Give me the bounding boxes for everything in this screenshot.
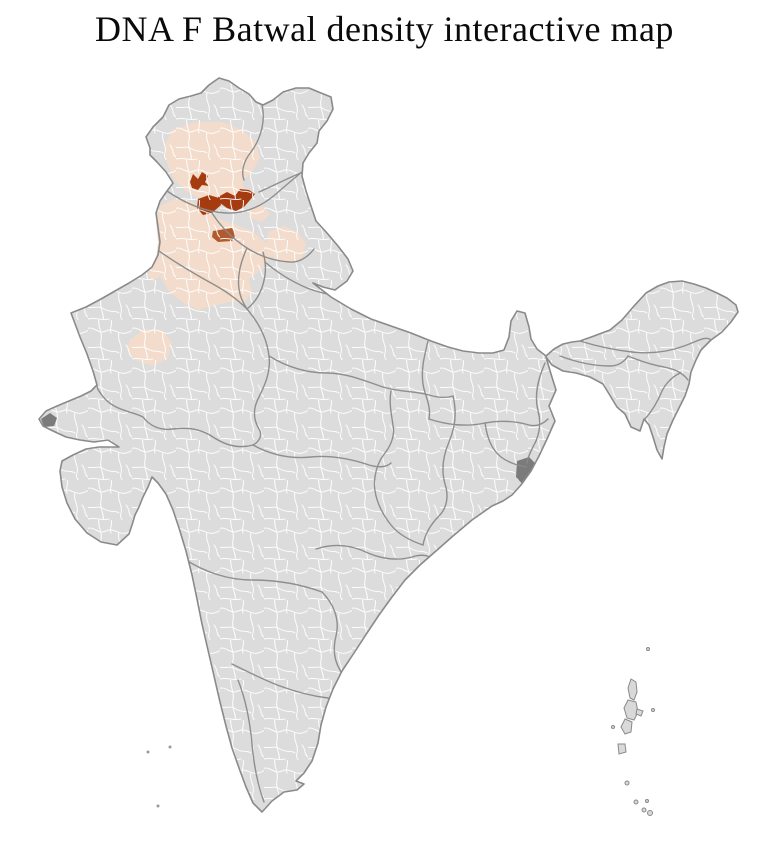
islet: [641, 807, 647, 813]
islet: [645, 799, 649, 803]
patch-west-coast-city: [152, 511, 158, 519]
page-title: DNA F Batwal density interactive map: [95, 9, 674, 49]
islet: [633, 799, 639, 805]
islet: [611, 725, 615, 729]
islet: [624, 780, 630, 786]
islet: [651, 708, 655, 712]
islet: [146, 750, 150, 754]
islet: [646, 647, 650, 651]
island-spur: [635, 708, 644, 717]
island-north: [627, 678, 638, 701]
southeast-islands[interactable]: [611, 647, 655, 816]
island-little: [617, 743, 627, 755]
islet: [156, 804, 160, 808]
islet: [647, 810, 653, 816]
southwest-islets[interactable]: [146, 745, 172, 808]
island-middle: [623, 699, 639, 721]
island-south: [620, 718, 633, 735]
islet: [168, 745, 172, 749]
